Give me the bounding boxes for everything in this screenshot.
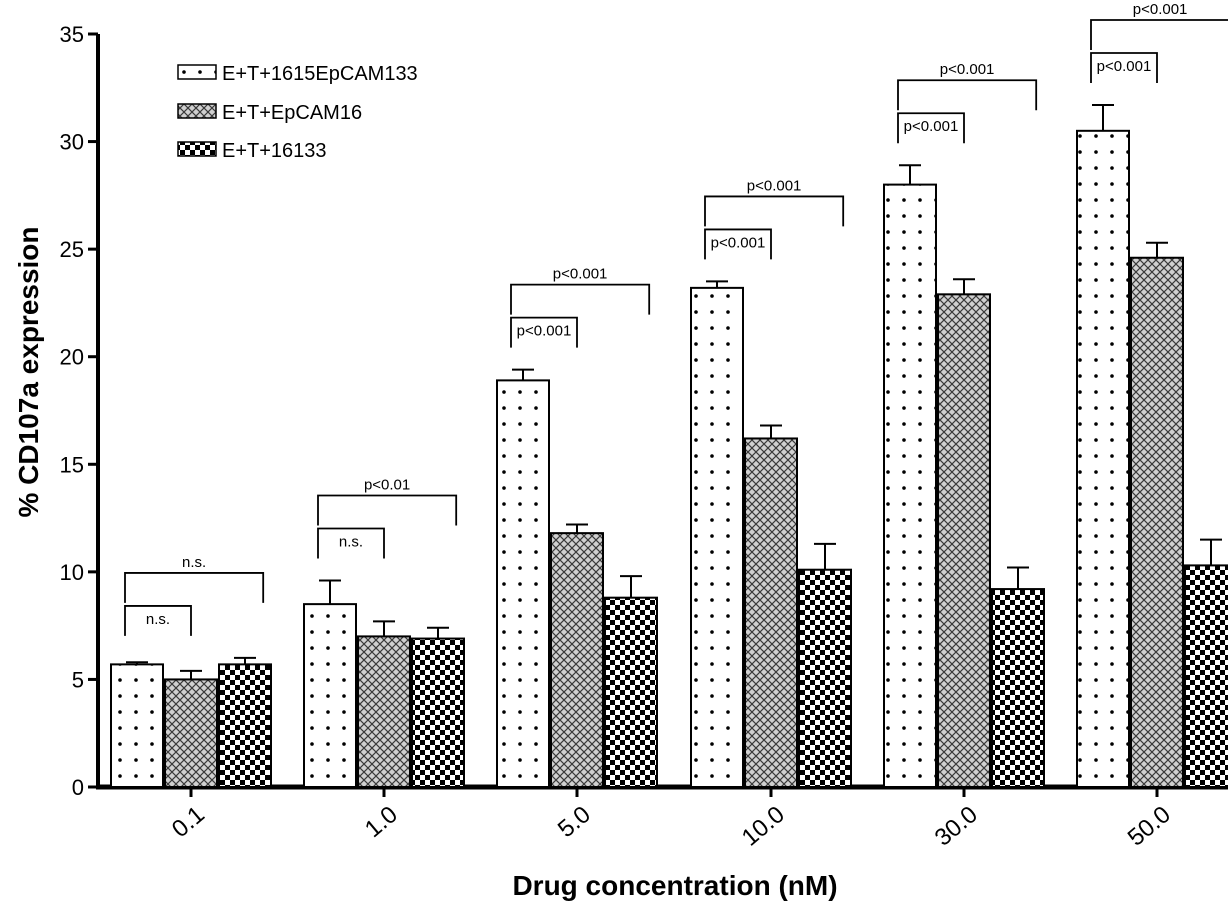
bar bbox=[690, 286, 744, 788]
significance-label-inner: n.s. bbox=[339, 533, 363, 550]
significance-bracket-outer bbox=[317, 494, 458, 526]
legend-swatch-epcam16 bbox=[177, 103, 217, 119]
x-axis: 0.1 1.0 5.0 10.0 30.0 50.0 bbox=[96, 784, 1228, 852]
x-tick-label: 5.0 bbox=[553, 801, 596, 843]
bar bbox=[218, 663, 272, 789]
x-tick-label: 30.0 bbox=[930, 801, 983, 852]
bar bbox=[1184, 564, 1228, 788]
significance-label-inner: p<0.001 bbox=[904, 118, 959, 135]
y-tick-label: 25 bbox=[60, 237, 84, 262]
x-tick-label: 50.0 bbox=[1123, 801, 1176, 852]
significance-bracket-inner bbox=[897, 112, 965, 144]
legend-swatch-1615epcam133 bbox=[177, 64, 217, 80]
y-tick-label: 15 bbox=[60, 452, 84, 477]
y-tick-label: 10 bbox=[60, 560, 84, 585]
significance-bracket-outer bbox=[124, 572, 265, 603]
legend-swatch-16133 bbox=[177, 141, 217, 157]
significance-bracket-inner bbox=[510, 316, 578, 348]
bar bbox=[1076, 129, 1130, 789]
significance-bracket-outer bbox=[897, 79, 1038, 111]
legend-label-epcam16: E+T+EpCAM16 bbox=[222, 102, 362, 124]
significance-bracket-outer bbox=[1090, 19, 1228, 50]
bar bbox=[991, 588, 1045, 788]
y-axis-title: % CD107a expression bbox=[13, 226, 44, 517]
bar bbox=[550, 532, 604, 788]
y-tick-label: 30 bbox=[60, 130, 84, 155]
significance-label-outer: p<0.001 bbox=[1133, 1, 1188, 18]
significance-label-outer: p<0.01 bbox=[364, 476, 410, 493]
significance-label-outer: n.s. bbox=[182, 554, 206, 571]
bar bbox=[604, 596, 658, 788]
significance-brackets: n.s. n.s. n.s. p<0.01 p<0.001 p<0.001 p<0.001 p… bbox=[124, 1, 1228, 636]
significance-bracket-inner bbox=[317, 527, 385, 559]
significance-label-outer: p<0.001 bbox=[553, 266, 608, 283]
significance-bracket-inner bbox=[704, 228, 772, 260]
x-tick-label: 0.1 bbox=[167, 801, 210, 843]
significance-bracket-inner bbox=[1090, 52, 1158, 83]
significance-bracket-outer bbox=[704, 195, 845, 227]
x-axis-title: Drug concentration (nM) bbox=[512, 870, 837, 901]
x-tick-label: 10.0 bbox=[737, 801, 790, 852]
significance-bracket-inner bbox=[124, 605, 192, 636]
significance-label-inner: p<0.001 bbox=[1097, 58, 1152, 75]
bar bbox=[164, 678, 218, 789]
significance-label-outer: p<0.001 bbox=[747, 177, 802, 194]
x-tick-label: 1.0 bbox=[360, 801, 403, 843]
significance-label-inner: n.s. bbox=[146, 611, 170, 628]
y-tick-label: 0 bbox=[72, 775, 84, 800]
bar bbox=[303, 603, 357, 789]
legend-label-1615epcam133: E+T+1615EpCAM133 bbox=[222, 63, 418, 85]
bar bbox=[1130, 256, 1184, 788]
bar bbox=[937, 293, 991, 788]
bars bbox=[110, 103, 1228, 789]
significance-label-inner: p<0.001 bbox=[711, 234, 766, 251]
bar bbox=[411, 637, 465, 789]
y-tick-label: 20 bbox=[60, 345, 84, 370]
bar bbox=[496, 379, 550, 788]
legend-label-16133: E+T+16133 bbox=[222, 140, 327, 162]
bar bbox=[110, 663, 164, 789]
bar bbox=[798, 568, 852, 788]
bar bbox=[357, 635, 411, 789]
significance-label-inner: p<0.001 bbox=[517, 323, 572, 340]
y-tick-label: 5 bbox=[72, 667, 84, 692]
bar bbox=[744, 437, 798, 788]
significance-bracket-outer bbox=[510, 283, 651, 315]
y-tick-label: 35 bbox=[60, 22, 84, 47]
significance-label-outer: p<0.001 bbox=[940, 61, 995, 78]
legend: E+T+1615EpCAM133 E+T+EpCAM16 E+T+16133 bbox=[177, 63, 418, 162]
bar bbox=[883, 183, 937, 789]
y-axis: 0 5 10 15 20 25 30 35 bbox=[60, 22, 100, 800]
